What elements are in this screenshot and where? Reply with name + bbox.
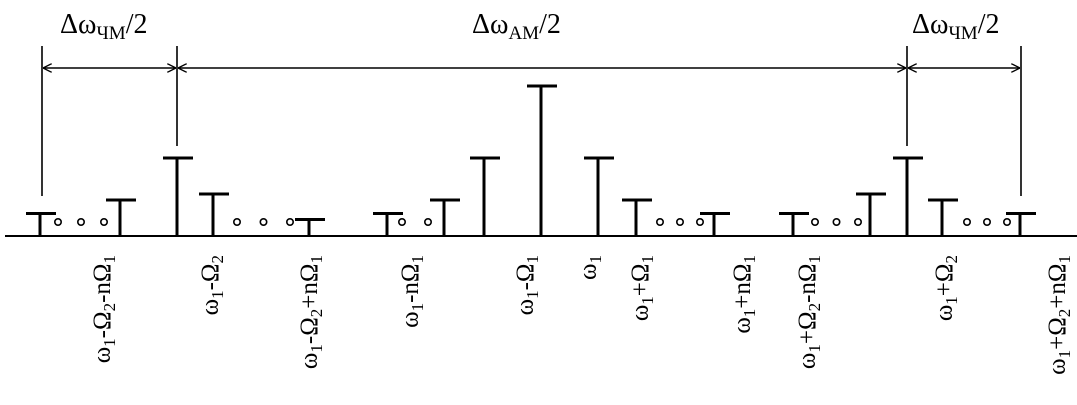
ellipsis-dot	[982, 218, 991, 227]
frequency-labels: ω1-Ω2-nΩ1 ω1-Ω2 ω1-Ω2+nΩ1 ω1-nΩ1 ω1-Ω1 ω1 ω1+Ω…	[89, 255, 1074, 375]
am-bandwidth-label: ΔωAM/2	[472, 9, 561, 44]
frequency-label-w1-O2: ω1-Ω2	[197, 255, 227, 315]
ellipsis-dot	[285, 218, 294, 227]
spectral-line-w1	[527, 84, 557, 236]
frequency-label-w1-O2+nO1: ω1-Ω2+nΩ1	[296, 255, 326, 369]
ellipsis-dot	[675, 218, 684, 227]
spectral-line-w1+O2+O1	[928, 198, 958, 236]
spectral-line-w1+2O1	[622, 198, 652, 236]
bandwidth-annotations	[41, 46, 1022, 196]
ellipsis-dot	[397, 218, 406, 227]
spectral-line-w1+nO1	[700, 212, 730, 236]
ellipsis-dot	[423, 218, 432, 227]
spectral-line-w1+O1	[584, 156, 614, 236]
ellipsis-dot	[53, 218, 62, 227]
ellipsis-dot	[77, 218, 86, 227]
ellipsis-dot	[695, 218, 704, 227]
spectral-line-w1-O2-nO1	[26, 212, 56, 236]
spectral-line-w1-O2+nO1	[295, 218, 325, 236]
spectral-line-w1-O2+O1	[199, 192, 229, 236]
ellipsis-dot	[832, 218, 841, 227]
spectral-line-w1-O2-O1	[106, 198, 136, 236]
spectral-line-w1+O2-nO1	[779, 212, 809, 236]
frequency-label-w1-O2-nO1: ω1-Ω2-nΩ1	[89, 255, 119, 363]
frequency-label-w1+O2+nO1: ω1+Ω2+nΩ1	[1044, 255, 1074, 375]
spectral-line-w1-O2	[163, 156, 193, 236]
spectral-lines	[26, 84, 1036, 236]
spectral-line-w1-nO1	[373, 212, 403, 236]
frequency-label-w1-O1: ω1-Ω1	[512, 255, 542, 315]
fm-bandwidth-label-right: ΔωЧМ/2	[912, 9, 999, 44]
ellipsis-dot	[1002, 218, 1011, 227]
ellipsis-dot	[810, 218, 819, 227]
ellipsis-dot	[655, 218, 664, 227]
frequency-label-w1-nO1: ω1-nΩ1	[397, 255, 427, 328]
spectral-line-w1+O2-O1	[856, 192, 886, 236]
spectral-line-w1+O2	[893, 156, 923, 236]
frequency-label-w1: ω1	[575, 255, 605, 280]
spectral-line-w1-O1	[470, 156, 500, 236]
spectral-line-w1-2O1	[430, 198, 460, 236]
ellipsis-marks	[53, 218, 1011, 227]
frequency-label-w1+nO1: ω1+nΩ1	[729, 255, 759, 334]
ellipsis-dot	[853, 218, 862, 227]
frequency-label-w1+O1: ω1+Ω1	[627, 255, 657, 321]
frequency-label-w1+O2: ω1+Ω2	[931, 255, 961, 321]
frequency-label-w1+O2-nO1: ω1+Ω2-nΩ1	[794, 255, 824, 369]
ellipsis-dot	[962, 218, 971, 227]
fm-bandwidth-label-left: ΔωЧМ/2	[60, 9, 147, 44]
ellipsis-dot	[233, 218, 242, 227]
spectral-line-w1+O2+nO1	[1006, 212, 1036, 236]
ellipsis-dot	[100, 218, 109, 227]
ellipsis-dot	[259, 218, 268, 227]
